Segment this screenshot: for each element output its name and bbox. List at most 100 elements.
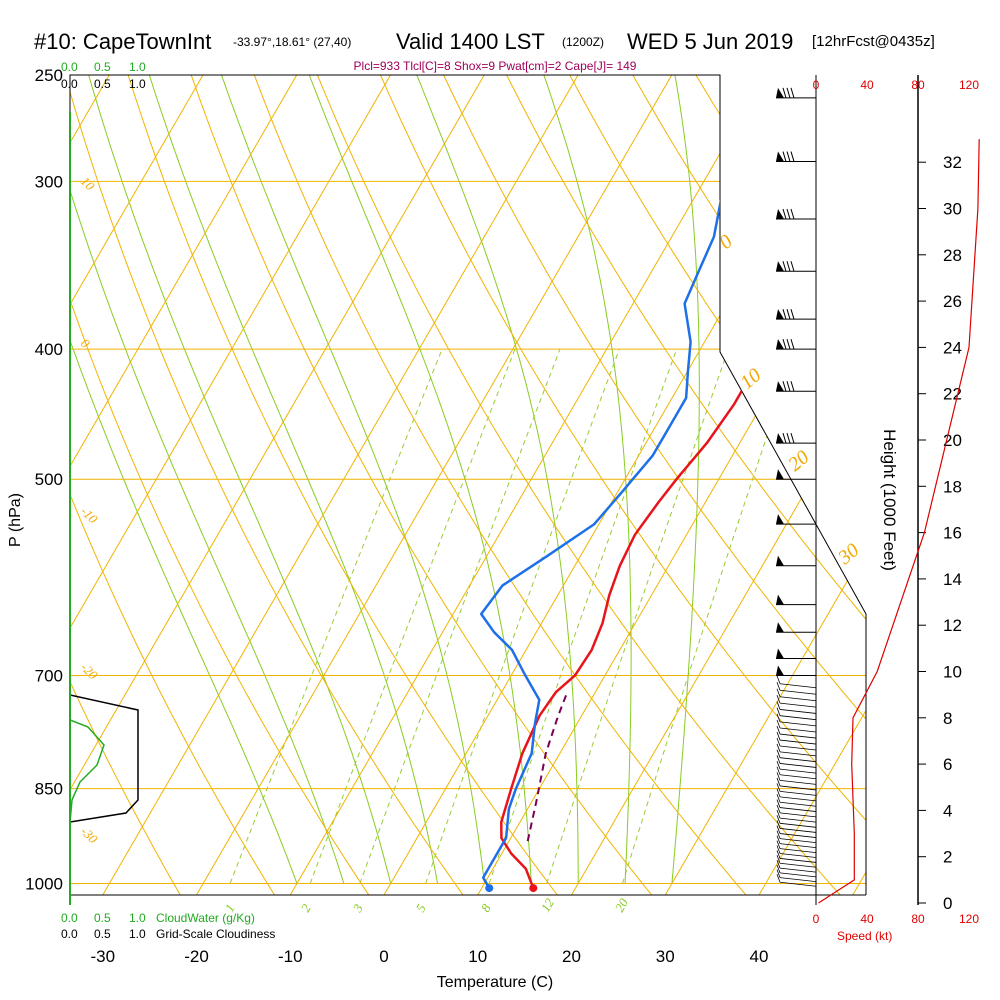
barb-flag	[776, 433, 784, 444]
barb-shaft	[779, 785, 817, 791]
x-tick-label: 20	[562, 947, 581, 966]
y-tick-label: 1000	[25, 874, 63, 893]
cloudiness-profile	[70, 694, 139, 823]
barb-flag	[776, 594, 784, 605]
isotherm-line	[70, 75, 298, 895]
wind-barb-low	[776, 737, 817, 751]
dewpoint-line	[479, 108, 762, 889]
speed-tick-bottom: 120	[959, 912, 979, 926]
barb-feather	[786, 261, 791, 272]
mixing-ratio-line	[546, 348, 729, 884]
isotherm-label-right: 20	[784, 446, 813, 476]
cloud-top-tick-black-0: 0.0	[61, 77, 78, 91]
barb-shaft	[779, 807, 817, 812]
wind-barb-low	[776, 850, 817, 863]
barb-feather	[782, 309, 787, 320]
barb-shaft	[779, 739, 817, 745]
mixing-ratio-line	[488, 348, 678, 884]
barb-flag	[776, 469, 784, 480]
height-tick-label: 24	[943, 338, 962, 357]
isotherm-label-right: 30	[833, 539, 863, 569]
height-tick-label: 18	[943, 477, 962, 496]
wind-barb-low	[776, 815, 817, 828]
height-tick-label: 8	[943, 709, 952, 728]
dry-adiabat	[569, 75, 866, 895]
barb-feather	[776, 820, 781, 829]
wind-barb-low	[776, 830, 817, 844]
barb-shaft	[779, 721, 817, 727]
wind-barb-low	[776, 788, 817, 802]
wind-barb-low	[776, 809, 817, 823]
barb-shaft	[779, 709, 817, 714]
barb-feather	[776, 869, 781, 878]
moist-adiabat	[70, 75, 345, 884]
barb-feather	[776, 675, 781, 684]
barb-shaft	[779, 848, 817, 854]
x-tick-label: 30	[656, 947, 675, 966]
dry-adiabat	[380, 75, 866, 895]
x-tick-label: -30	[90, 947, 115, 966]
wind-barb-low	[776, 707, 817, 721]
x-tick-label: -20	[184, 947, 209, 966]
dry-adiabat	[70, 75, 370, 895]
cloud-top-tick-black-1: 0.5	[94, 77, 111, 91]
barb-feather	[776, 788, 781, 797]
barb-shaft	[779, 796, 817, 802]
barb-shaft	[779, 763, 817, 768]
mixing-ratio-line	[229, 348, 443, 884]
mixing-ratio-line	[622, 348, 797, 884]
barb-flag	[776, 381, 784, 392]
sounding-parameters: Plcl=933 Tlcl[C]=8 Shox=9 Pwat[cm]=2 Cap…	[354, 59, 637, 73]
height-tick-label: 16	[943, 524, 962, 543]
y-tick-label: 500	[35, 470, 63, 489]
mixing-ratio-label: 5	[413, 901, 429, 915]
mixing-ratio-label: 20	[612, 895, 632, 914]
cloud-bottom-tick-green-1: 0.5	[94, 911, 111, 925]
barb-shaft	[779, 683, 817, 689]
barb-feather	[776, 749, 781, 758]
barb-feather	[782, 338, 787, 350]
isotherm-label-left: -20	[78, 660, 101, 683]
x-tick-label: 10	[468, 947, 487, 966]
barb-feather	[790, 338, 795, 350]
wind-barb-low	[776, 731, 817, 745]
barb-feather	[786, 208, 791, 220]
wind-barb	[776, 555, 816, 567]
mixing-ratio-label: 8	[478, 901, 494, 915]
dry-adiabat	[506, 75, 866, 895]
barb-shaft	[779, 774, 817, 780]
barb-feather	[790, 309, 795, 320]
barb-feather	[776, 855, 781, 864]
wind-barbs	[776, 87, 817, 887]
barb-feather	[790, 381, 795, 392]
barb-feather	[776, 707, 781, 716]
pressure-ticks: 250 300 400 500 700 850 1000	[25, 66, 63, 893]
height-tick-label: 10	[943, 663, 962, 682]
barb-flag	[776, 309, 784, 320]
barb-feather	[776, 804, 781, 814]
barb-shaft	[779, 751, 817, 757]
dry-adiabat	[70, 75, 181, 895]
y-tick-label: 250	[35, 66, 63, 85]
wind-barb-low	[776, 755, 817, 768]
wind-barb-low	[776, 719, 817, 733]
wind-barb-low	[776, 820, 817, 833]
dry-adiabats	[70, 75, 866, 895]
height-tick-label: 28	[943, 246, 962, 265]
moist-adiabat	[308, 75, 532, 884]
isotherms	[70, 75, 866, 895]
barb-feather	[776, 761, 781, 770]
cloud-bottom-tick-black-0: 0.0	[61, 927, 78, 941]
height-axis-label: Height (1000 Feet)	[880, 429, 899, 571]
wind-barb	[776, 514, 816, 525]
speed-tick-top: 0	[813, 78, 820, 92]
height-tick-label: 20	[943, 431, 962, 450]
x-axis-label: Temperature (C)	[437, 974, 553, 991]
barb-shaft	[779, 858, 817, 863]
cloud-bottom-tick-black-1: 0.5	[94, 927, 111, 941]
barb-feather	[776, 850, 781, 859]
barb-feather	[776, 799, 781, 808]
barb-shaft	[779, 791, 817, 796]
wind-barb	[776, 665, 816, 676]
isotherm-label-left: -30	[78, 824, 101, 847]
